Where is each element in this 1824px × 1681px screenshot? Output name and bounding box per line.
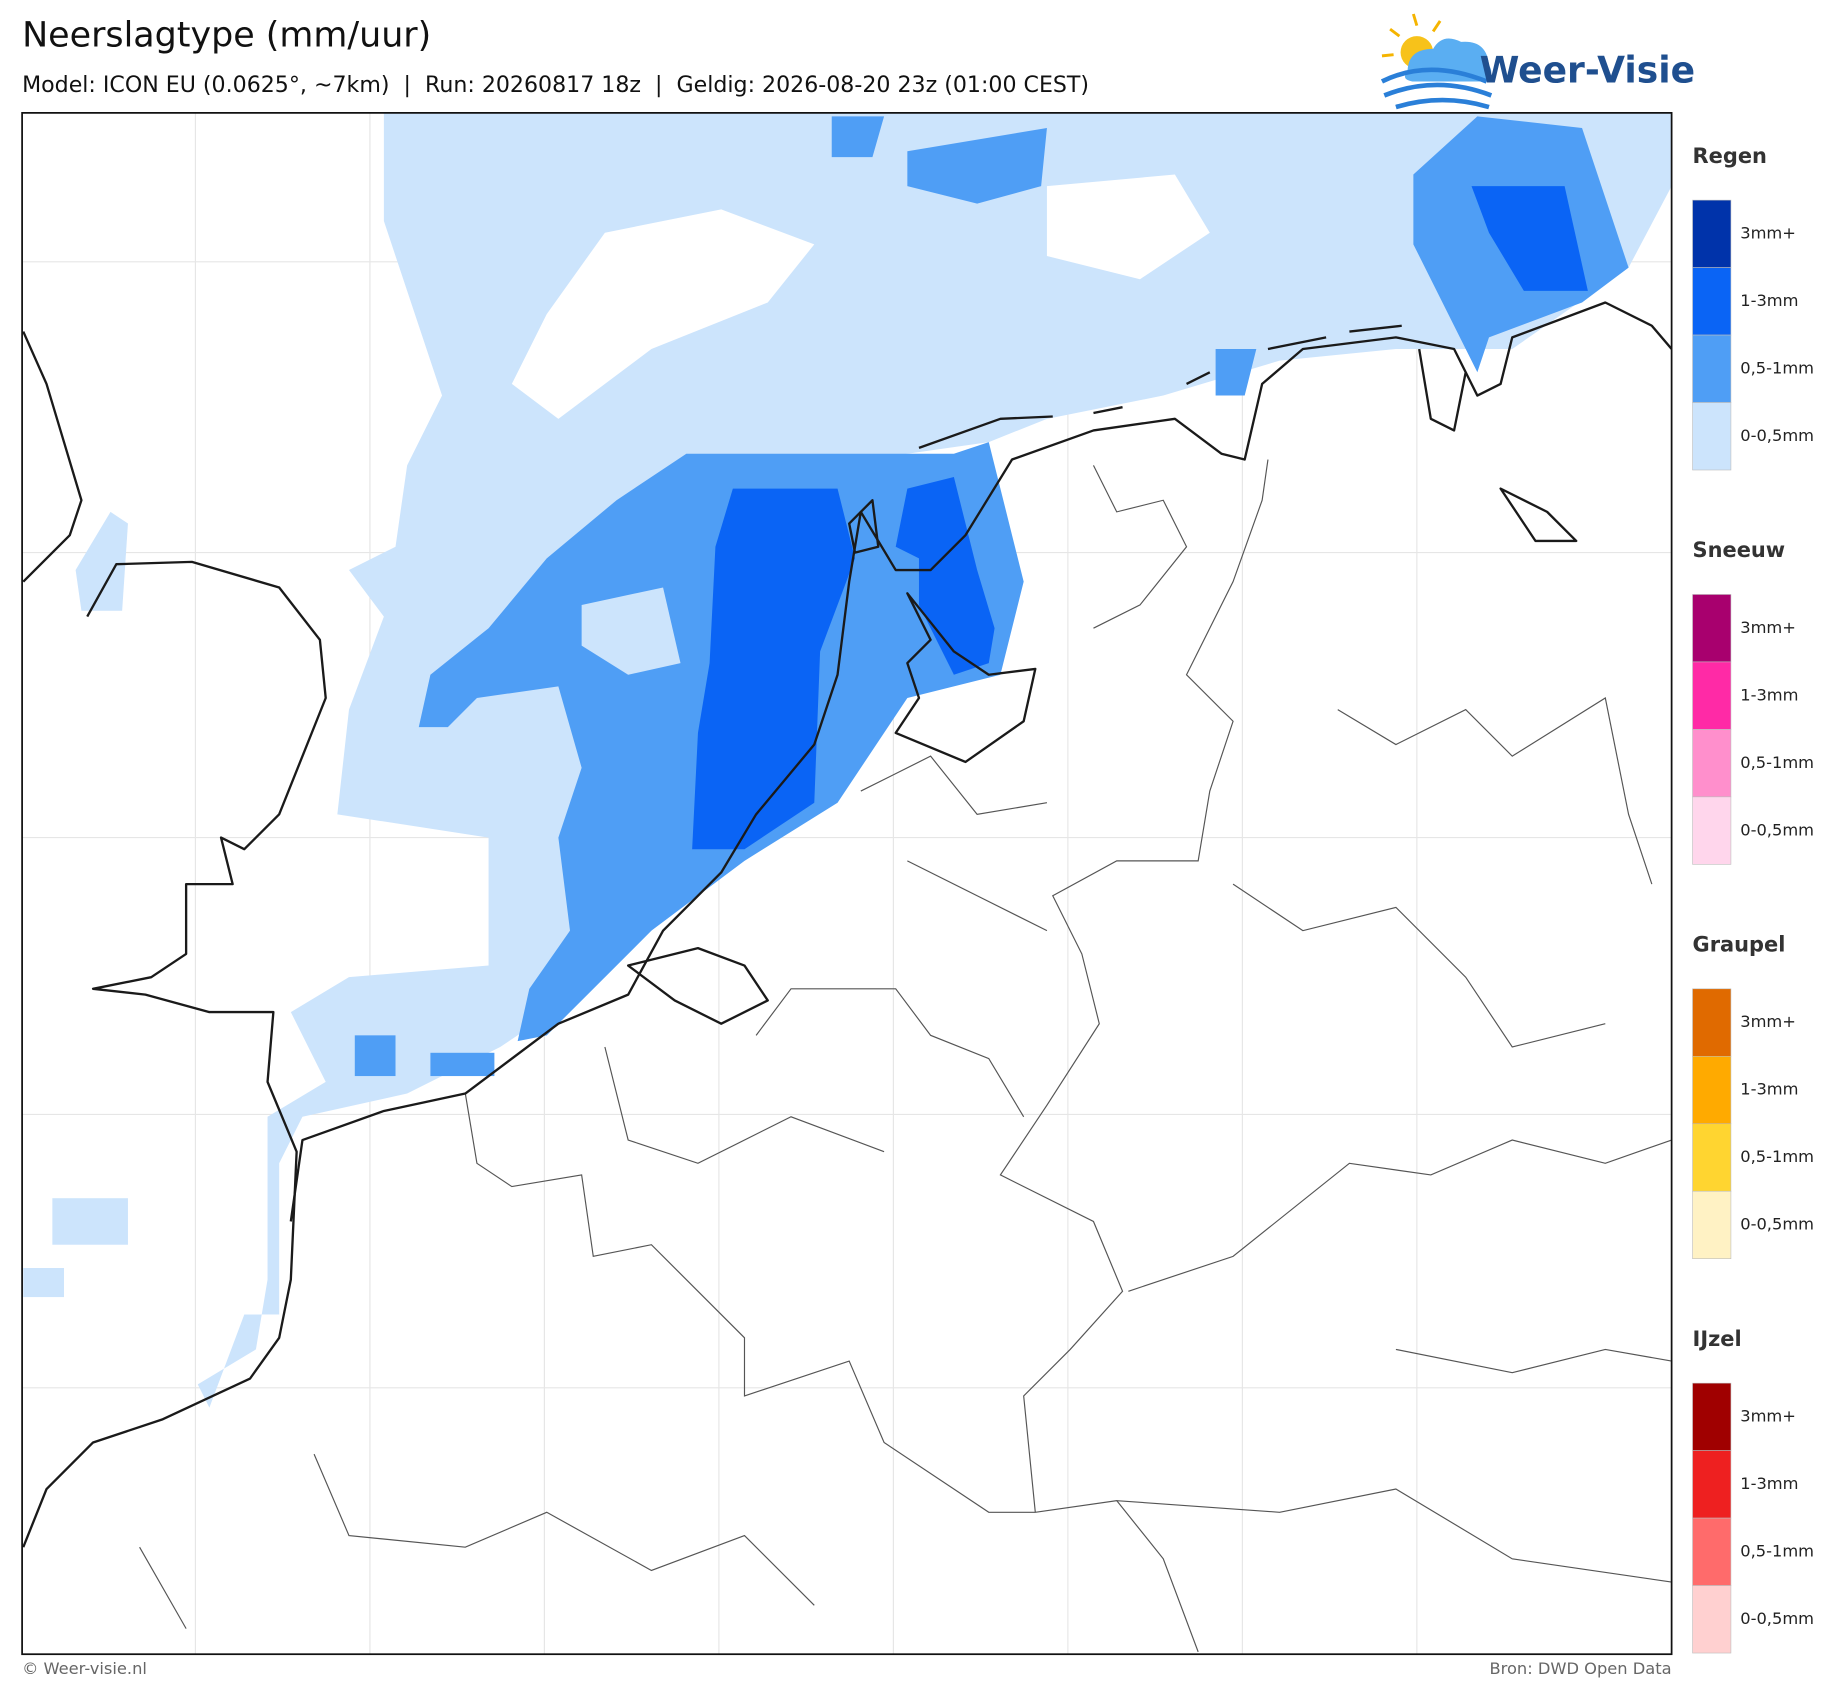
legend-swatch xyxy=(1692,661,1732,730)
legend-label: 0,5-1mm xyxy=(1740,358,1814,377)
legend-label: 0-0,5mm xyxy=(1740,1609,1814,1628)
legend-title: Graupel xyxy=(1693,933,1786,957)
legend-swatch xyxy=(1692,1517,1732,1586)
map-frame xyxy=(21,112,1673,1656)
legend-swatch xyxy=(1692,1450,1732,1519)
legend-label: 1-3mm xyxy=(1740,1474,1798,1493)
legend-swatch xyxy=(1692,199,1732,268)
logo-text: Weer-Visie xyxy=(1480,50,1695,92)
map xyxy=(22,112,1672,1655)
legend-title: Regen xyxy=(1693,144,1767,168)
legend-title: Sneeuw xyxy=(1693,538,1786,562)
legend-swatch xyxy=(1692,267,1732,336)
legend-swatch xyxy=(1692,334,1732,403)
legend-label: 0,5-1mm xyxy=(1740,753,1814,772)
precipitation xyxy=(23,112,1672,1408)
legend-swatch xyxy=(1692,1585,1732,1654)
legend-swatch xyxy=(1692,796,1732,865)
legend-label: 3mm+ xyxy=(1740,618,1796,637)
legend-label: 0,5-1mm xyxy=(1740,1147,1814,1166)
legend-swatch xyxy=(1692,1055,1732,1125)
legend-label: 0-0,5mm xyxy=(1740,1215,1814,1234)
subtitle: Model: ICON EU (0.0625°, ~7km) | Run: 20… xyxy=(22,72,1089,98)
legend-label: 1-3mm xyxy=(1740,291,1798,310)
legend-label: 0-0,5mm xyxy=(1740,820,1814,839)
legend-title: IJzel xyxy=(1693,1327,1742,1351)
legend-label: 3mm+ xyxy=(1740,1407,1796,1426)
legend-swatch xyxy=(1692,1190,1732,1259)
borders xyxy=(139,459,1672,1653)
logo: Weer-Visie xyxy=(1380,13,1695,110)
legend-label: 0-0,5mm xyxy=(1740,426,1814,445)
coastlines xyxy=(22,301,1672,1548)
legend-label: 3mm+ xyxy=(1740,1012,1796,1031)
legend-swatch xyxy=(1692,594,1732,663)
legend-label: 3mm+ xyxy=(1740,224,1796,243)
legend: Regen 3mm+ 1-3mm 0,5-1mm 0-0,5mm Sneeuw 3mm+ 1-… xyxy=(1692,144,1814,1654)
legend-swatch xyxy=(1692,988,1732,1057)
source: Bron: DWD Open Data xyxy=(1489,1659,1671,1678)
legend-swatch xyxy=(1692,729,1732,798)
copyright: © Weer-visie.nl xyxy=(22,1659,147,1678)
legend-swatch xyxy=(1692,1123,1732,1192)
legend-swatch xyxy=(1692,402,1732,471)
legend-label: 1-3mm xyxy=(1740,1080,1798,1099)
legend-swatch xyxy=(1692,1382,1732,1451)
title: Neerslagtype (mm/uur) xyxy=(22,16,431,56)
legend-label: 1-3mm xyxy=(1740,685,1798,704)
legend-label: 0,5-1mm xyxy=(1740,1541,1814,1560)
